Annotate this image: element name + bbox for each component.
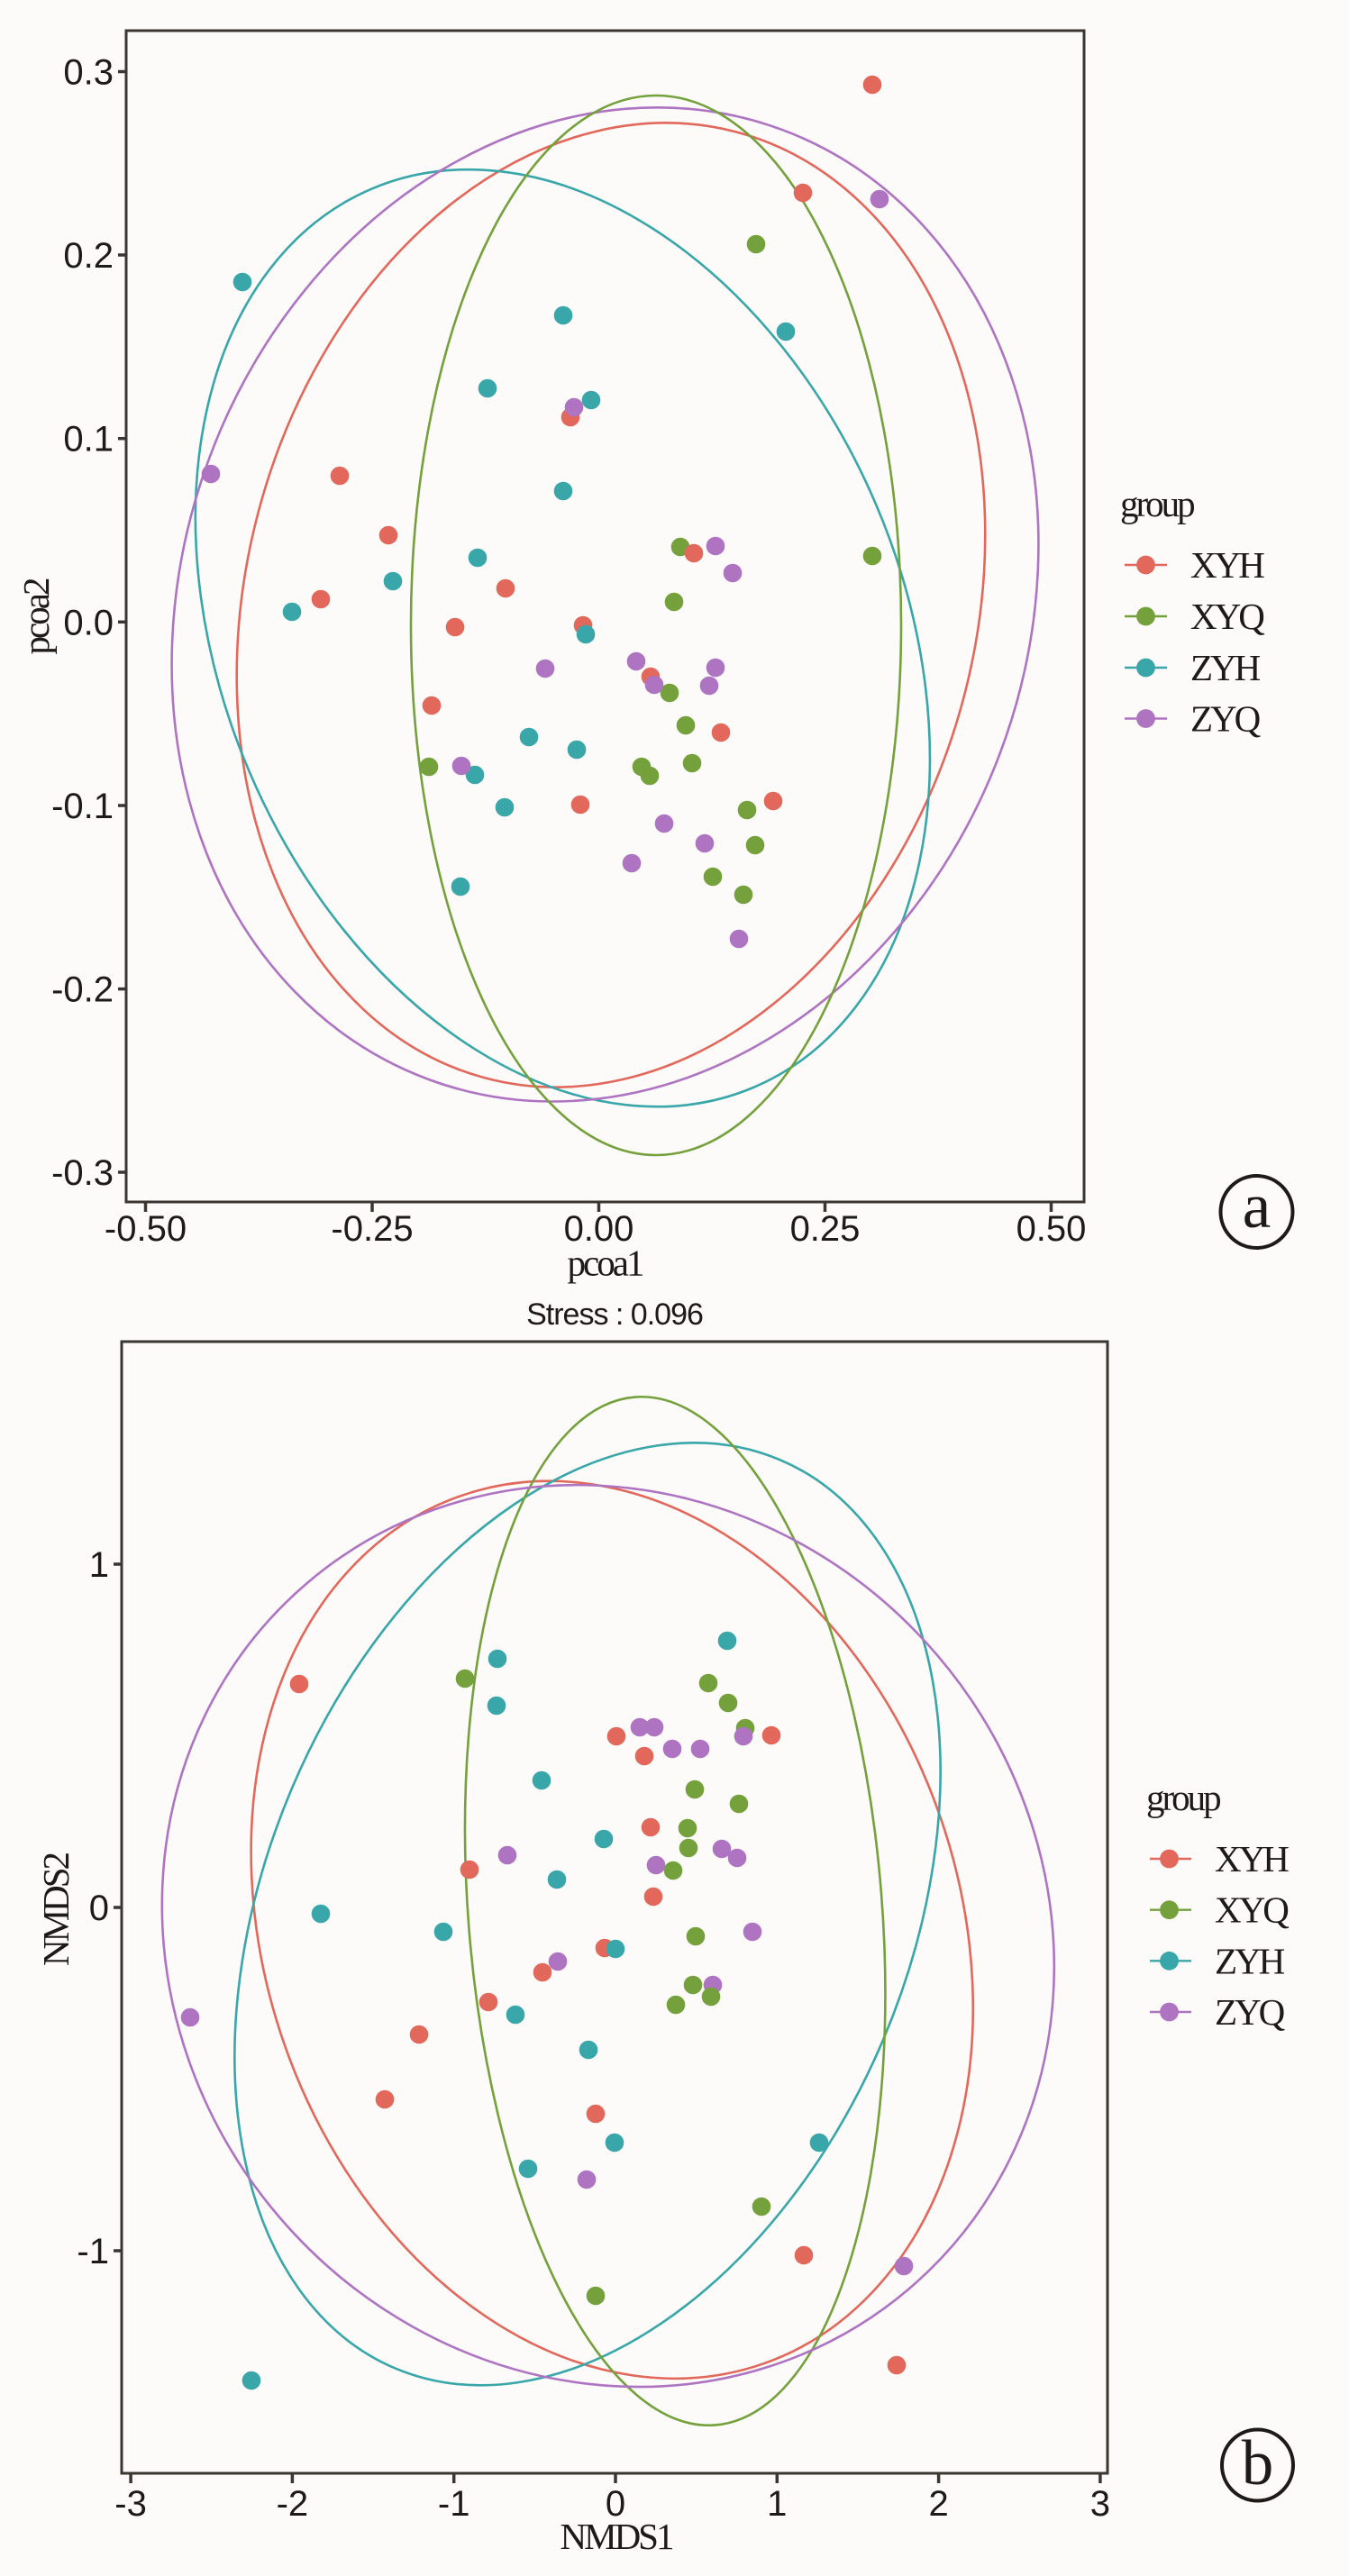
svg-text:0: 0 xyxy=(606,2484,625,2524)
svg-text:0.25: 0.25 xyxy=(790,1209,861,1249)
svg-text:-0.50: -0.50 xyxy=(105,1209,187,1249)
svg-text:-0.25: -0.25 xyxy=(331,1209,413,1249)
svg-text:1: 1 xyxy=(767,2484,787,2524)
svg-text:0.1: 0.1 xyxy=(63,420,114,460)
svg-text:-1: -1 xyxy=(438,2484,470,2524)
svg-text:0.2: 0.2 xyxy=(63,236,114,276)
svg-text:XYH: XYH xyxy=(1215,1838,1289,1880)
svg-text:2: 2 xyxy=(928,2484,948,2524)
svg-text:0: 0 xyxy=(89,1889,109,1928)
svg-text:ZYQ: ZYQ xyxy=(1215,1991,1285,2033)
svg-text:pcoa1: pcoa1 xyxy=(568,1242,643,1284)
svg-text:group: group xyxy=(1120,483,1194,524)
svg-text:ZYH: ZYH xyxy=(1190,647,1261,688)
svg-text:b: b xyxy=(1242,2428,1274,2499)
svg-text:-0.3: -0.3 xyxy=(51,1153,114,1193)
svg-text:-3: -3 xyxy=(114,2484,147,2524)
svg-text:-0.2: -0.2 xyxy=(51,970,114,1010)
svg-text:group: group xyxy=(1146,1777,1220,1818)
svg-text:0.0: 0.0 xyxy=(63,603,114,642)
svg-text:-1: -1 xyxy=(77,2232,109,2271)
svg-text:-0.1: -0.1 xyxy=(51,787,114,826)
svg-text:XYQ: XYQ xyxy=(1215,1889,1289,1931)
svg-text:a: a xyxy=(1243,1171,1272,1242)
svg-text:-2: -2 xyxy=(277,2484,309,2524)
svg-text:XYQ: XYQ xyxy=(1190,596,1264,637)
svg-text:0.50: 0.50 xyxy=(1016,1209,1087,1249)
svg-text:NMDS1: NMDS1 xyxy=(561,2516,673,2557)
svg-text:NMDS2: NMDS2 xyxy=(35,1853,77,1966)
svg-text:Stress : 0.096: Stress : 0.096 xyxy=(526,1297,703,1332)
svg-text:0.3: 0.3 xyxy=(63,53,114,93)
svg-text:ZYQ: ZYQ xyxy=(1190,698,1261,740)
svg-text:1: 1 xyxy=(89,1545,109,1585)
svg-text:3: 3 xyxy=(1090,2484,1110,2524)
svg-text:0.00: 0.00 xyxy=(564,1209,634,1249)
svg-text:pcoa2: pcoa2 xyxy=(15,578,57,654)
svg-text:ZYH: ZYH xyxy=(1215,1940,1285,1981)
svg-text:XYH: XYH xyxy=(1190,544,1264,586)
